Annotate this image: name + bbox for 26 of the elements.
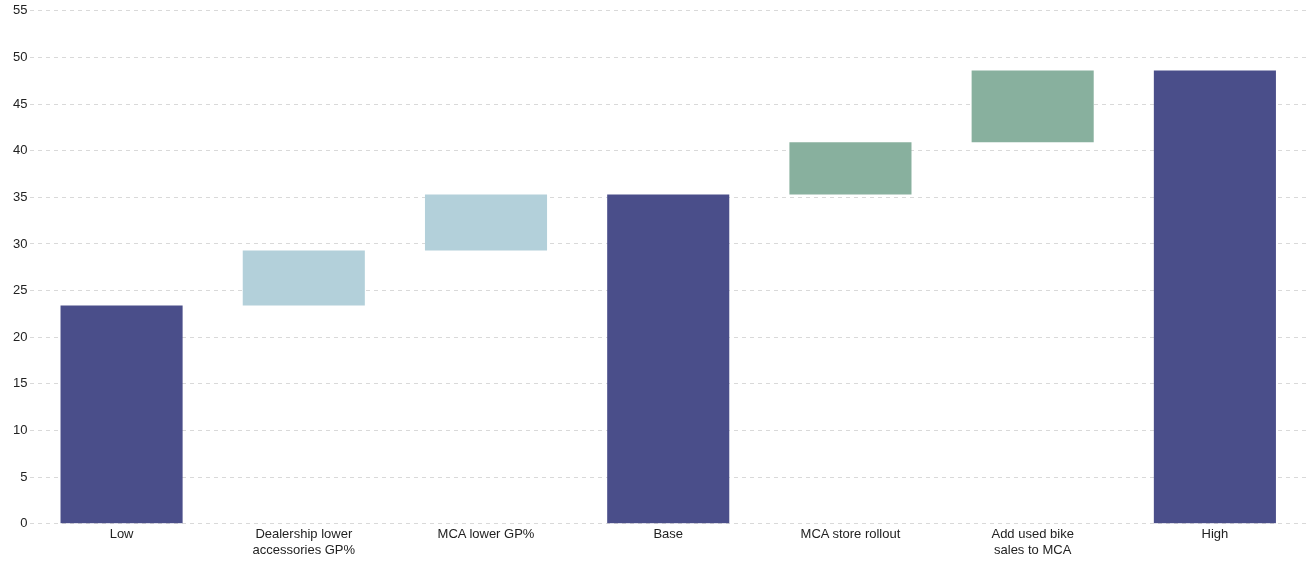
x-tick-label: MCA store rollout xyxy=(800,526,901,542)
bar xyxy=(607,194,730,524)
y-tick-label: 55 xyxy=(12,2,28,18)
x-tick-label: MCA lower GP% xyxy=(437,526,535,542)
y-tick-label: 15 xyxy=(12,375,28,391)
y-tick-label: 45 xyxy=(12,95,28,111)
x-tick-label: Dealership lower accessories GP% xyxy=(252,526,356,557)
y-tick-label: 5 xyxy=(20,468,28,484)
y-tick-label: 10 xyxy=(12,422,28,438)
y-tick-label: 50 xyxy=(12,49,28,65)
x-tick-label: Low xyxy=(109,526,135,542)
y-tick-label: 35 xyxy=(12,188,28,204)
x-tick-label: Base xyxy=(653,526,684,542)
bar xyxy=(789,142,912,195)
bar xyxy=(424,194,548,251)
x-tick-label: Add used bike sales to MCA xyxy=(991,526,1074,557)
bar xyxy=(242,250,365,306)
x-tick-label: High xyxy=(1201,526,1229,542)
bar xyxy=(1153,70,1276,524)
bar xyxy=(60,305,183,524)
y-tick-label: 20 xyxy=(12,328,28,344)
y-tick-label: 0 xyxy=(20,515,28,531)
y-tick-label: 30 xyxy=(12,235,28,251)
bar xyxy=(971,70,1094,143)
y-tick-label: 25 xyxy=(12,282,28,298)
y-tick-label: 40 xyxy=(12,142,28,158)
